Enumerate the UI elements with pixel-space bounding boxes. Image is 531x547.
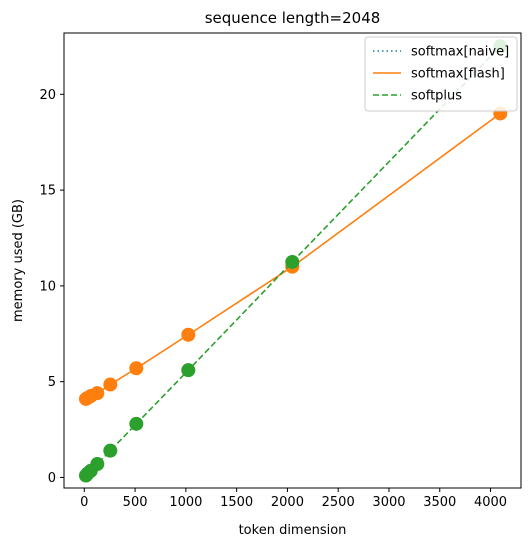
data-point-softmax-flash [90,386,105,401]
legend-label-softmax-flash: softmax[flash] [411,67,505,82]
legend-label-softplus: softplus [411,89,462,104]
plot-frame [63,32,522,489]
data-point-softmax-flash [103,377,118,392]
y-tick-label: 20 [39,88,56,103]
x-tick-label: 0 [80,495,88,510]
data-point-softplus [129,416,144,431]
data-point-softmax-flash [129,361,144,376]
data-point-softmax-flash [181,327,196,342]
legend-label-softmax-naive: softmax[naive] [411,45,509,60]
y-tick-label: 15 [39,184,56,199]
x-tick-label: 3000 [372,495,405,510]
x-tick-label: 1000 [169,495,202,510]
y-tick-label: 10 [39,279,56,294]
y-tick-label: 5 [48,375,56,390]
x-axis-label: token dimension [239,523,347,538]
x-tick-label: 2000 [271,495,304,510]
x-tick-label: 1500 [220,495,253,510]
chart-title: sequence length=2048 [205,9,381,27]
legend-box [364,36,518,112]
data-point-softplus [285,254,300,269]
y-tick-label: 0 [48,471,56,486]
x-tick-label: 500 [123,495,148,510]
x-tick-label: 3500 [423,495,456,510]
x-axis-ticks: 0 500 1000 1500 2000 2500 3000 3500 4000 [80,488,507,510]
data-point-softplus [181,363,196,378]
y-axis-ticks: 0 5 10 15 20 [39,88,64,486]
legend: softmax[naive] softmax[flash] softplus [364,36,518,112]
x-tick-label: 2500 [322,495,355,510]
data-point-softplus [90,457,105,472]
data-point-softplus [103,443,118,458]
y-axis-label: memory used (GB) [11,199,26,322]
series-layer [78,39,508,483]
x-tick-label: 4000 [474,495,507,510]
